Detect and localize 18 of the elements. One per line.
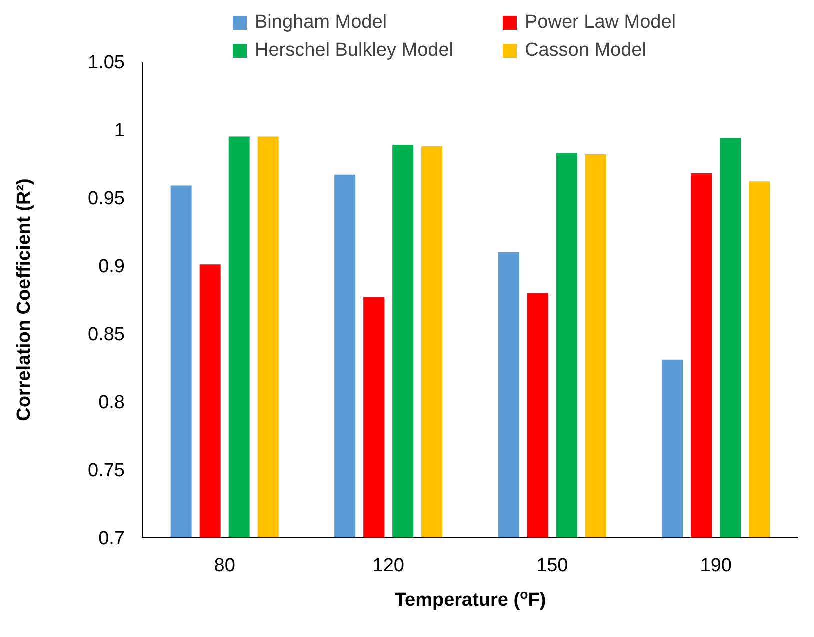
y-tick-label: 0.7 (98, 528, 125, 550)
legend-label: Bingham Model (255, 12, 388, 34)
y-tick-label: 0.9 (98, 256, 125, 278)
legend-label: Herschel Bulkley Model (255, 40, 454, 62)
y-tick-label: 0.75 (88, 460, 125, 482)
legend-label: Casson Model (525, 40, 646, 62)
y-tick-label: 0.85 (88, 324, 125, 346)
legend-label: Power Law Model (525, 12, 676, 34)
x-axis-title: Temperature ($^{o}$F) (394, 586, 546, 611)
y-axis-title: Correlation Coefficient (R²) (14, 178, 35, 422)
y-tick-label: 0.95 (88, 188, 125, 210)
x-tick-label: 80 (214, 555, 236, 576)
y-tick-label: 0.8 (98, 392, 125, 414)
y-tick-label: 1 (114, 120, 125, 142)
x-tick-label: 150 (536, 555, 568, 576)
y-tick-label: 1.05 (88, 52, 125, 74)
x-tick-label: 190 (700, 555, 732, 576)
x-tick-label: 120 (372, 555, 404, 576)
